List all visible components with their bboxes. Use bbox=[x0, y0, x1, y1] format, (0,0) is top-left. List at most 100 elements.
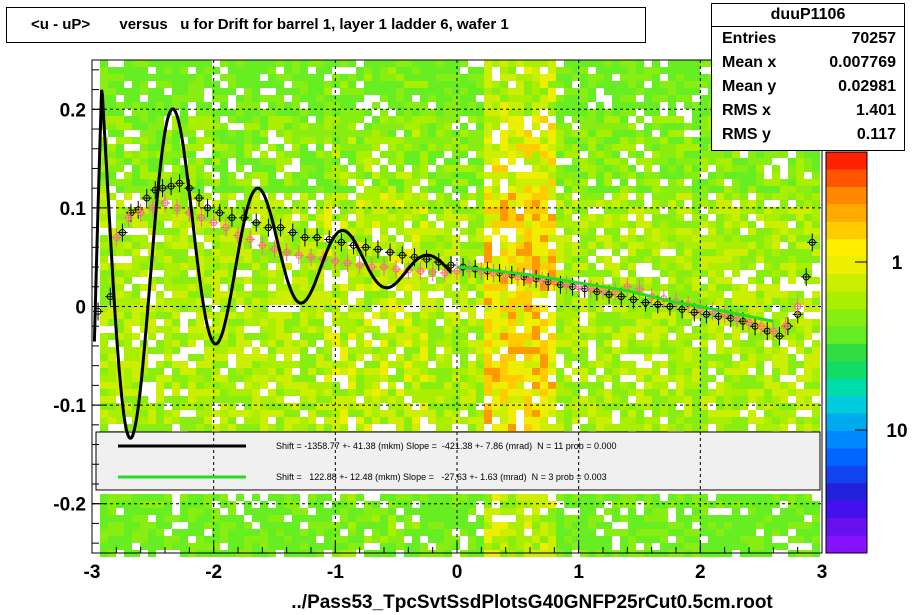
heatmap-cell bbox=[124, 326, 132, 333]
heatmap-cell bbox=[196, 263, 204, 270]
heatmap-cell bbox=[716, 200, 724, 207]
heatmap-cell bbox=[172, 529, 180, 536]
heatmap-cell bbox=[204, 291, 212, 298]
heatmap-cell bbox=[716, 186, 724, 193]
heatmap-cell bbox=[140, 102, 148, 109]
heatmap-cell bbox=[516, 333, 524, 340]
heatmap-cell bbox=[796, 179, 804, 186]
heatmap-cell bbox=[420, 312, 428, 319]
heatmap-cell bbox=[644, 305, 652, 312]
heatmap-cell bbox=[684, 102, 692, 109]
heatmap-cell bbox=[476, 186, 484, 193]
heatmap-cell bbox=[228, 543, 236, 550]
heatmap-cell bbox=[380, 228, 388, 235]
heatmap-cell bbox=[588, 305, 596, 312]
heatmap-cell bbox=[420, 340, 428, 347]
heatmap-cell bbox=[500, 221, 508, 228]
heatmap-cell bbox=[812, 200, 820, 207]
heatmap-cell bbox=[100, 193, 108, 200]
heatmap-cell bbox=[524, 60, 532, 67]
heatmap-cell bbox=[108, 529, 116, 536]
heatmap-cell bbox=[404, 95, 412, 102]
heatmap-cell bbox=[724, 515, 732, 522]
heatmap-cell bbox=[508, 116, 516, 123]
heatmap-cell bbox=[396, 417, 404, 424]
heatmap-cell bbox=[212, 424, 220, 431]
heatmap-cell bbox=[356, 144, 364, 151]
heatmap-cell bbox=[236, 389, 244, 396]
heatmap-cell bbox=[228, 228, 236, 235]
heatmap-cell bbox=[700, 74, 708, 81]
heatmap-cell bbox=[276, 242, 284, 249]
heatmap-cell bbox=[196, 305, 204, 312]
heatmap-cell bbox=[276, 536, 284, 543]
heatmap-cell bbox=[684, 221, 692, 228]
heatmap-cell bbox=[396, 242, 404, 249]
heatmap-cell bbox=[348, 522, 356, 529]
heatmap-cell bbox=[228, 116, 236, 123]
heatmap-cell bbox=[124, 347, 132, 354]
heatmap-cell bbox=[404, 144, 412, 151]
heatmap-cell bbox=[220, 277, 228, 284]
heatmap-cell bbox=[252, 144, 260, 151]
heatmap-cell bbox=[580, 123, 588, 130]
heatmap-cell bbox=[300, 109, 308, 116]
heatmap-cell bbox=[468, 256, 476, 263]
heatmap-cell bbox=[444, 144, 452, 151]
heatmap-cell bbox=[644, 536, 652, 543]
heatmap-cell bbox=[764, 151, 772, 158]
heatmap-cell bbox=[308, 354, 316, 361]
heatmap-cell bbox=[436, 522, 444, 529]
heatmap-cell bbox=[452, 179, 460, 186]
heatmap-cell bbox=[308, 151, 316, 158]
heatmap-cell bbox=[212, 67, 220, 74]
heatmap-cell bbox=[644, 403, 652, 410]
heatmap-cell bbox=[564, 95, 572, 102]
heatmap-cell bbox=[276, 144, 284, 151]
heatmap-cell bbox=[764, 221, 772, 228]
heatmap-cell bbox=[484, 95, 492, 102]
heatmap-cell bbox=[500, 389, 508, 396]
heatmap-cell bbox=[604, 186, 612, 193]
heatmap-cell bbox=[500, 263, 508, 270]
heatmap-cell bbox=[740, 172, 748, 179]
heatmap-cell bbox=[404, 137, 412, 144]
heatmap-cell bbox=[700, 151, 708, 158]
heatmap-cell bbox=[132, 165, 140, 172]
heatmap-cell bbox=[228, 263, 236, 270]
heatmap-cell bbox=[188, 151, 196, 158]
heatmap-cell bbox=[572, 298, 580, 305]
heatmap-cell bbox=[140, 165, 148, 172]
heatmap-cell bbox=[244, 354, 252, 361]
heatmap-cell bbox=[500, 382, 508, 389]
heatmap-cell bbox=[748, 501, 756, 508]
heatmap-cell bbox=[652, 144, 660, 151]
heatmap-cell bbox=[468, 536, 476, 543]
heatmap-cell bbox=[492, 424, 500, 431]
heatmap-cell bbox=[372, 508, 380, 515]
heatmap-cell bbox=[372, 130, 380, 137]
heatmap-cell bbox=[628, 410, 636, 417]
heatmap-cell bbox=[708, 389, 716, 396]
heatmap-cell bbox=[452, 172, 460, 179]
heatmap-cell bbox=[460, 333, 468, 340]
heatmap-cell bbox=[188, 95, 196, 102]
heatmap-cell bbox=[404, 347, 412, 354]
heatmap-cell bbox=[244, 424, 252, 431]
heatmap-cell bbox=[716, 312, 724, 319]
heatmap-cell bbox=[212, 284, 220, 291]
heatmap-cell bbox=[172, 403, 180, 410]
heatmap-cell bbox=[444, 137, 452, 144]
heatmap-cell bbox=[380, 235, 388, 242]
heatmap-cell bbox=[300, 249, 308, 256]
heatmap-cell bbox=[700, 375, 708, 382]
heatmap-cell bbox=[548, 543, 556, 550]
heatmap-cell bbox=[180, 60, 188, 67]
heatmap-cell bbox=[564, 193, 572, 200]
heatmap-cell bbox=[348, 158, 356, 165]
heatmap-cell bbox=[764, 375, 772, 382]
heatmap-cell bbox=[148, 200, 156, 207]
heatmap-cell bbox=[604, 137, 612, 144]
heatmap-cell bbox=[700, 368, 708, 375]
heatmap-cell bbox=[644, 543, 652, 550]
